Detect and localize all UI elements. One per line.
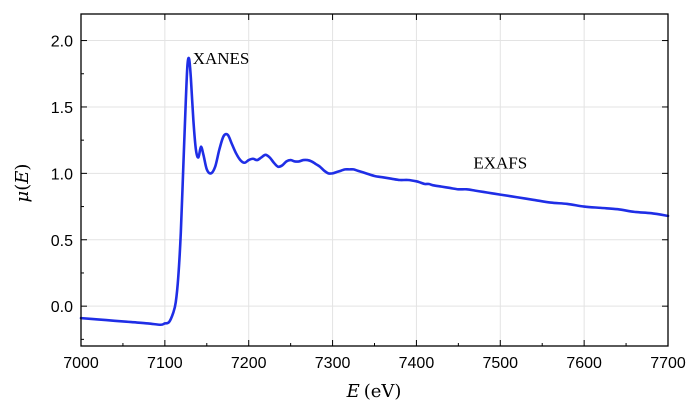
x-tick-label: 7700 bbox=[650, 355, 686, 372]
y-tick-label: 0.0 bbox=[51, 299, 73, 316]
x-tick-label: 7100 bbox=[147, 355, 183, 372]
y-tick-label: 1.5 bbox=[51, 100, 73, 117]
curve-layer bbox=[79, 56, 670, 327]
y-axis-open: ( bbox=[12, 184, 33, 191]
x-tick-label: 7500 bbox=[482, 355, 518, 372]
y-tick-label: 0.5 bbox=[51, 233, 73, 250]
x-axis-var: E bbox=[346, 381, 360, 402]
x-tick-label: 7600 bbox=[566, 355, 602, 372]
y-tick-label: 2.0 bbox=[51, 34, 73, 51]
y-axis-var: μ bbox=[12, 191, 33, 203]
y-axis-label: μ(E) bbox=[12, 164, 33, 203]
y-axis-arg: E bbox=[12, 171, 33, 185]
annotations: XANES EXAFS bbox=[193, 49, 528, 173]
x-tick-label: 7300 bbox=[315, 355, 351, 372]
y-axis-close: ) bbox=[12, 164, 33, 171]
plot-frame bbox=[80, 13, 669, 347]
series-line bbox=[79, 56, 670, 327]
annotation-xanes: XANES bbox=[193, 49, 250, 68]
y-tick-label: 1.0 bbox=[51, 166, 73, 183]
x-tick-label: 7400 bbox=[399, 355, 435, 372]
x-tick-labels: 7000 7100 7200 7300 7400 7500 7600 7700 bbox=[63, 355, 686, 372]
x-tick-label: 7000 bbox=[63, 355, 99, 372]
x-axis-label: E (eV) bbox=[346, 381, 402, 402]
grid bbox=[81, 14, 668, 346]
x-axis-unit: (eV) bbox=[364, 381, 402, 402]
y-tick-labels: 0.0 0.5 1.0 1.5 2.0 bbox=[51, 34, 73, 317]
tick-marks bbox=[80, 14, 669, 346]
annotation-exafs: EXAFS bbox=[473, 154, 527, 173]
x-tick-label: 7200 bbox=[231, 355, 267, 372]
